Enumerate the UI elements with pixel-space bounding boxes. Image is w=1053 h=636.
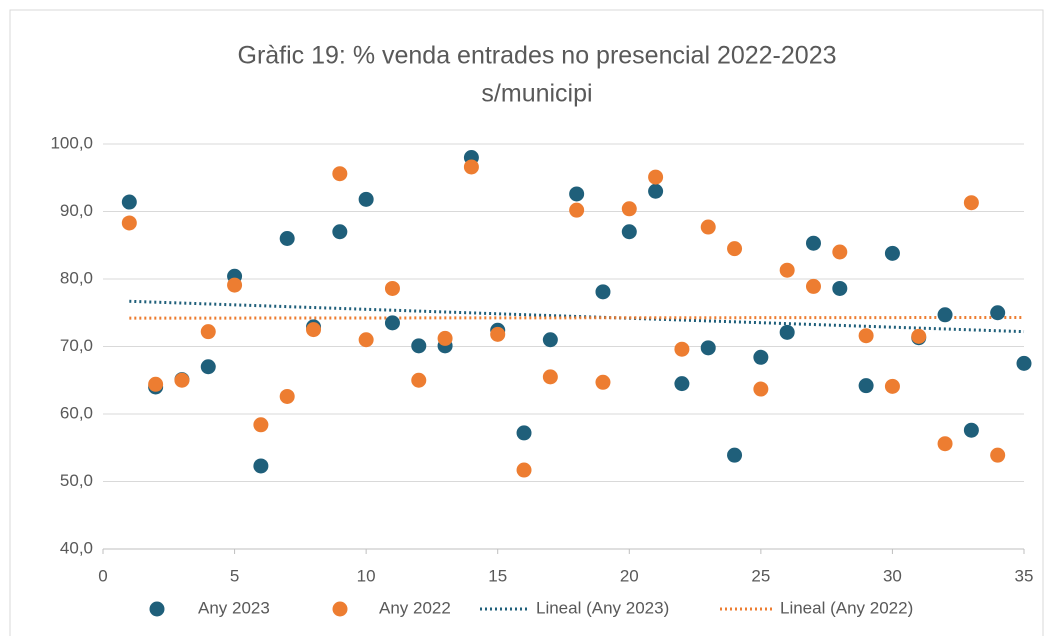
- y-tick-label: 90,0: [60, 201, 93, 220]
- x-tick-label: 20: [620, 566, 639, 585]
- point: [727, 447, 743, 463]
- point: [963, 422, 979, 438]
- point: [542, 332, 558, 348]
- trendline: [129, 299, 1025, 334]
- y-tick-label: 60,0: [60, 403, 93, 422]
- point: [805, 278, 821, 294]
- point: [884, 378, 900, 394]
- point: [990, 305, 1006, 321]
- point: [542, 369, 558, 385]
- legend-label: Lineal (Any 2022): [780, 598, 913, 617]
- y-tick-label: 80,0: [60, 268, 93, 287]
- point: [516, 425, 532, 441]
- x-tick-label: 30: [883, 566, 902, 585]
- point: [805, 235, 821, 251]
- point: [437, 330, 453, 346]
- point: [253, 417, 269, 433]
- y-tick-label: 50,0: [60, 471, 93, 490]
- point: [384, 315, 400, 331]
- point: [727, 241, 743, 257]
- y-tick-label: 70,0: [60, 336, 93, 355]
- x-tick-label: 5: [230, 566, 239, 585]
- point: [700, 219, 716, 235]
- point: [174, 372, 190, 388]
- point: [753, 381, 769, 397]
- point: [148, 376, 164, 392]
- legend-marker: [149, 601, 165, 617]
- point: [963, 195, 979, 211]
- point: [937, 436, 953, 452]
- point: [279, 231, 295, 246]
- point: [648, 183, 664, 199]
- point: [1016, 355, 1032, 371]
- x-tick-label: 35: [1015, 566, 1034, 585]
- point: [990, 447, 1006, 463]
- point: [332, 166, 348, 182]
- legend-label: Lineal (Any 2023): [536, 598, 669, 617]
- point: [779, 324, 795, 340]
- point: [832, 280, 848, 296]
- y-tick-label: 100,0: [50, 133, 93, 152]
- point: [121, 215, 137, 231]
- point: [411, 338, 427, 354]
- chart-title: s/municipi: [481, 80, 592, 108]
- point: [674, 341, 690, 357]
- point: [332, 224, 348, 240]
- point: [911, 328, 927, 344]
- point: [700, 340, 716, 356]
- point: [306, 322, 322, 338]
- point: [858, 328, 874, 344]
- point: [121, 194, 137, 210]
- point: [674, 376, 690, 392]
- point: [200, 359, 216, 375]
- point: [884, 245, 900, 261]
- trendline: [129, 315, 1025, 320]
- point: [253, 458, 269, 474]
- chart-title: Gràfic 19: % venda entrades no presencia…: [238, 42, 837, 70]
- point: [569, 202, 585, 218]
- point: [516, 462, 532, 478]
- legend-marker: [332, 601, 348, 617]
- point: [753, 349, 769, 365]
- legend-label: Any 2022: [379, 598, 451, 617]
- legend-label: Any 2023: [198, 598, 270, 617]
- point: [463, 159, 479, 175]
- point: [779, 262, 795, 278]
- x-tick-label: 25: [751, 566, 770, 585]
- point: [569, 186, 585, 202]
- point: [200, 324, 216, 340]
- point: [490, 326, 506, 342]
- point: [595, 284, 611, 300]
- chart-border: [9, 9, 1044, 636]
- point: [227, 277, 243, 293]
- point: [384, 280, 400, 296]
- point: [621, 201, 637, 217]
- point: [648, 169, 664, 185]
- x-tick-label: 0: [98, 566, 107, 585]
- x-tick-label: 10: [357, 566, 376, 585]
- point: [595, 374, 611, 390]
- point: [279, 388, 295, 404]
- point: [358, 191, 374, 207]
- point: [937, 307, 953, 323]
- x-tick-label: 15: [488, 566, 507, 585]
- point: [358, 332, 374, 348]
- point: [858, 378, 874, 394]
- point: [411, 372, 427, 388]
- point: [621, 224, 637, 240]
- y-tick-label: 40,0: [60, 538, 93, 557]
- point: [832, 244, 848, 260]
